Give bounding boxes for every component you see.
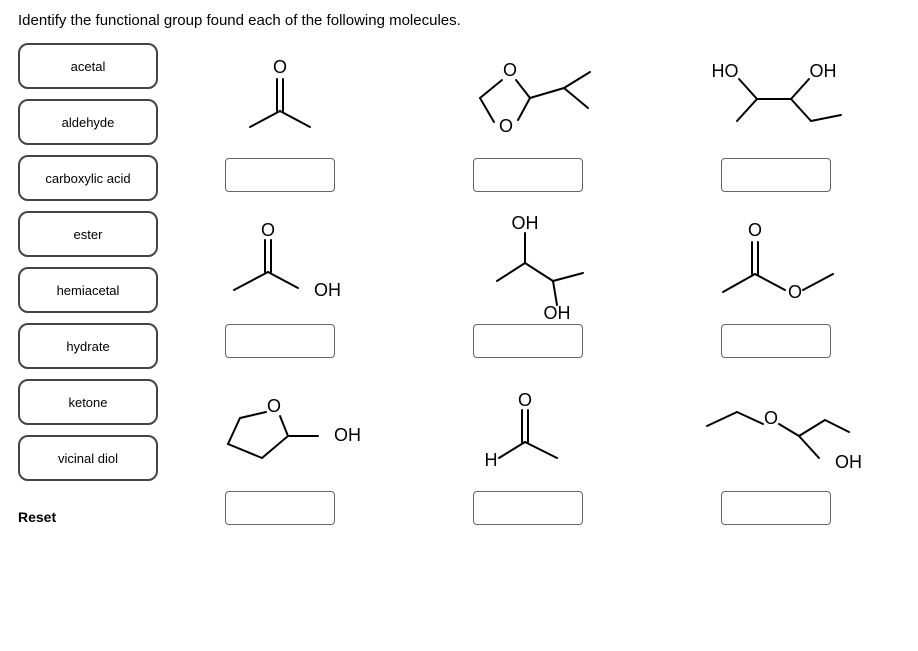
atom-o: O [503, 60, 517, 80]
dropzone-8[interactable] [473, 491, 583, 525]
atom-o: O [788, 282, 802, 302]
hydrate-structure-icon: OH OH [448, 216, 608, 316]
atom-oh: OH [334, 425, 361, 445]
cell-8: O H [424, 376, 632, 525]
dropzone-2[interactable] [473, 158, 583, 192]
hemiacetal-acyclic-structure-icon: O OH [696, 383, 856, 483]
cell-7: O OH [176, 376, 384, 525]
hemiacetal-cyclic-structure-icon: O OH [200, 383, 360, 483]
molecule-grid: O [176, 43, 900, 525]
dropzone-6[interactable] [721, 324, 831, 358]
left-column: acetal aldehyde carboxylic acid ester he… [18, 43, 158, 525]
dropzone-5[interactable] [473, 324, 583, 358]
carboxylic-acid-structure-icon: O OH [200, 216, 360, 316]
label-bank: acetal aldehyde carboxylic acid ester he… [18, 43, 158, 481]
label-carboxylic-acid[interactable]: carboxylic acid [18, 155, 158, 201]
vicinal-diol-structure-icon: HO OH [696, 50, 856, 150]
question-prompt: Identify the functional group found each… [18, 12, 900, 29]
atom-o: O [748, 220, 762, 240]
atom-o: O [273, 57, 287, 77]
atom-oh: OH [810, 61, 837, 81]
atom-oh: OH [835, 452, 862, 472]
cell-3: HO OH [672, 43, 880, 192]
label-acetal[interactable]: acetal [18, 43, 158, 89]
reset-button[interactable]: Reset [18, 509, 56, 525]
dropzone-4[interactable] [225, 324, 335, 358]
atom-oh: OH [314, 280, 341, 300]
dropzone-9[interactable] [721, 491, 831, 525]
cell-5: OH OH [424, 210, 632, 359]
aldehyde-structure-icon: O H [448, 383, 608, 483]
dropzone-7[interactable] [225, 491, 335, 525]
atom-o: O [764, 408, 778, 428]
atom-h: H [485, 450, 498, 470]
label-vicinal-diol[interactable]: vicinal diol [18, 435, 158, 481]
cell-1: O [176, 43, 384, 192]
acetal-structure-icon: O O [448, 50, 608, 150]
main-layout: acetal aldehyde carboxylic acid ester he… [18, 43, 900, 525]
cell-6: O O [672, 210, 880, 359]
dropzone-3[interactable] [721, 158, 831, 192]
label-hydrate[interactable]: hydrate [18, 323, 158, 369]
cell-2: O O [424, 43, 632, 192]
label-aldehyde[interactable]: aldehyde [18, 99, 158, 145]
atom-o: O [518, 390, 532, 410]
atom-o: O [267, 396, 281, 416]
label-ester[interactable]: ester [18, 211, 158, 257]
atom-o: O [499, 116, 513, 136]
label-ketone[interactable]: ketone [18, 379, 158, 425]
cell-4: O OH [176, 210, 384, 359]
ketone-structure-icon: O [200, 50, 360, 150]
atom-oh: OH [544, 303, 571, 323]
cell-9: O OH [672, 376, 880, 525]
ester-structure-icon: O O [696, 216, 856, 316]
atom-o: O [261, 220, 275, 240]
dropzone-1[interactable] [225, 158, 335, 192]
label-hemiacetal[interactable]: hemiacetal [18, 267, 158, 313]
atom-oh: OH [512, 213, 539, 233]
atom-ho: HO [712, 61, 739, 81]
